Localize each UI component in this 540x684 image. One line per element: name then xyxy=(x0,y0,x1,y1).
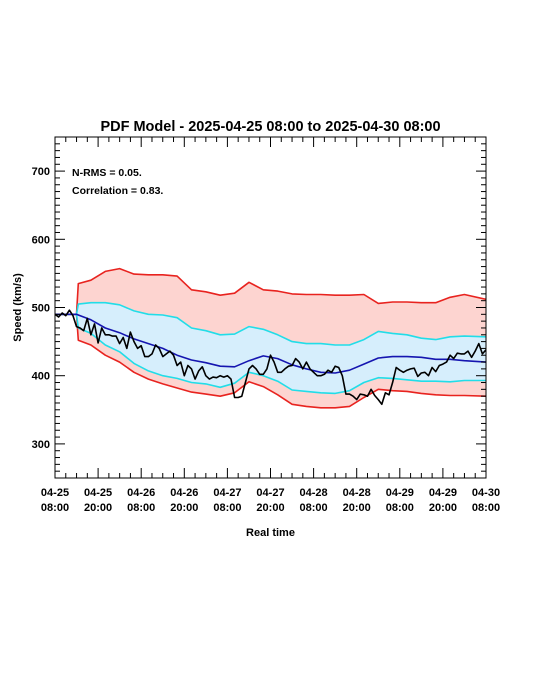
nrms-annotation: N-RMS = 0.05. xyxy=(72,167,142,179)
x-tick-label-date: 04-26 xyxy=(170,487,198,499)
x-tick-label-time: 08:00 xyxy=(300,502,328,514)
observed-line xyxy=(55,309,486,406)
y-tick-label: 500 xyxy=(32,303,50,315)
x-tick-label-time: 20:00 xyxy=(429,502,457,514)
line-layer xyxy=(55,267,486,409)
x-tick-label-time: 20:00 xyxy=(84,502,112,514)
correlation-annotation: Correlation = 0.83. xyxy=(72,185,163,197)
y-tick-label: 700 xyxy=(32,166,50,178)
x-tick-label-date: 04-25 xyxy=(84,487,112,499)
x-tick-label-date: 04-29 xyxy=(386,487,414,499)
y-tick-label: 400 xyxy=(32,371,50,383)
x-tick-label-date: 04-27 xyxy=(213,487,241,499)
chart-title: PDF Model - 2025-04-25 08:00 to 2025-04-… xyxy=(100,119,440,135)
y-tick-label: 600 xyxy=(32,234,50,246)
x-tick-label-time: 08:00 xyxy=(41,502,69,514)
x-tick-label-time: 08:00 xyxy=(213,502,241,514)
x-tick-label-date: 04-30 xyxy=(472,487,500,499)
x-axis-title: Real time xyxy=(246,527,295,539)
series-line-outer-upper xyxy=(55,267,486,316)
x-tick-label-date: 04-26 xyxy=(127,487,155,499)
series-line-inner-upper xyxy=(55,301,486,346)
x-tick-label-date: 04-29 xyxy=(429,487,457,499)
y-tick-label: 300 xyxy=(32,439,50,451)
x-tick-label-time: 08:00 xyxy=(472,502,500,514)
series-line-inner-lower xyxy=(55,313,486,395)
x-tick-label-date: 04-27 xyxy=(256,487,284,499)
x-tick-label-date: 04-25 xyxy=(41,487,69,499)
axes-layer: 04-25 08:00 04-25 20:00 04-26 08:00 04-26 20:00… xyxy=(32,136,500,514)
x-tick-label-time: 08:00 xyxy=(386,502,414,514)
series-line-median xyxy=(55,313,486,374)
inner-band-fill xyxy=(55,302,486,394)
y-axis-title: Speed (km/s) xyxy=(12,273,24,342)
series-line-outer-lower xyxy=(55,313,486,409)
annotation-layer: N-RMS = 0.05. Correlation = 0.83. xyxy=(72,167,163,197)
x-tick-label-date: 04-28 xyxy=(343,487,371,499)
x-tick-label-time: 20:00 xyxy=(256,502,284,514)
x-tick-label-time: 08:00 xyxy=(127,502,155,514)
x-tick-label-time: 20:00 xyxy=(170,502,198,514)
x-tick-label-date: 04-28 xyxy=(300,487,328,499)
x-tick-label-time: 20:00 xyxy=(343,502,371,514)
